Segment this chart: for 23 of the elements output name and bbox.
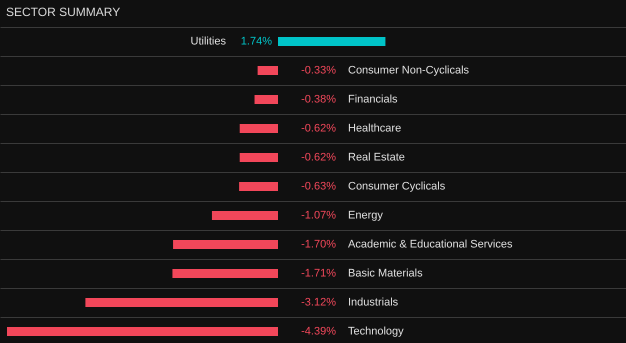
data-label: -1.71% <box>301 268 336 280</box>
y-tick-label: Basic Materials <box>348 268 424 280</box>
data-label: -4.39% <box>301 326 336 338</box>
data-label: -1.07% <box>301 210 336 222</box>
y-tick-label: Energy <box>348 210 384 222</box>
y-tick-label: Healthcare <box>348 122 402 134</box>
data-label: -0.62% <box>301 122 336 134</box>
data-label: 1.74% <box>240 36 272 48</box>
y-tick-label: Consumer Cyclicals <box>348 180 446 192</box>
y-tick-label: Consumer Non-Cyclicals <box>348 64 470 76</box>
y-tick-label: Academic & Educational Services <box>348 238 513 250</box>
data-label: -3.12% <box>301 296 336 308</box>
data-label: -0.38% <box>301 94 336 106</box>
y-tick-label: Industrials <box>348 296 399 308</box>
chart-title: SECTOR SUMMARY <box>6 5 120 19</box>
data-label: -0.33% <box>301 64 336 76</box>
data-label: -0.63% <box>301 180 336 192</box>
y-tick-label: Financials <box>348 94 398 106</box>
y-tick-label: Utilities <box>190 36 226 48</box>
data-label: -1.70% <box>301 238 336 250</box>
y-tick-label: Technology <box>348 326 404 338</box>
y-tick-label: Real Estate <box>348 152 405 164</box>
data-label: -0.62% <box>301 152 336 164</box>
